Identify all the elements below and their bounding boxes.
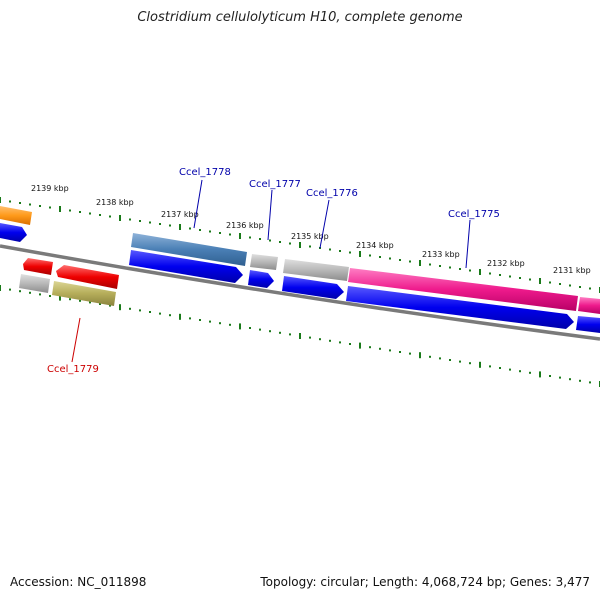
upper-scale-track [0,197,600,293]
accession-text: Accession: NC_011898 [10,575,147,589]
cds-arrow[interactable] [346,286,574,329]
scale-label: 2134 kbp [356,241,394,250]
gene-feature-olive[interactable] [52,281,116,306]
gene-label-ccel-1779[interactable]: Ccel_1779 [47,364,99,375]
gene-feature-red[interactable] [23,258,53,275]
gene-feature-red[interactable] [56,265,119,289]
gene-feature-gray[interactable] [19,274,50,293]
gene-label-ccel-1776[interactable]: Ccel_1776 [306,188,358,199]
feature-ring [0,206,600,314]
map-title: Clostridium cellulolyticum H10, complete… [137,10,463,25]
scale-label: 2136 kbp [226,221,264,230]
gene-feature-gray[interactable] [283,259,349,281]
gene-label-ccel-1775[interactable]: Ccel_1775 [448,209,500,220]
lower-scale-track [0,285,600,387]
gene-feature-steelblue[interactable] [131,233,247,266]
scale-label: 2133 kbp [422,250,460,259]
gene-feature-pink[interactable] [578,297,600,314]
cds-arrow[interactable] [0,223,27,242]
gene-label-ccel-1777[interactable]: Ccel_1777 [249,179,301,190]
cds-ring [0,223,600,333]
gene-feature-gray[interactable] [250,254,278,270]
cds-arrow[interactable] [248,270,274,288]
cds-arrow[interactable] [129,250,243,283]
genome-summary-text: Topology: circular; Length: 4,068,724 bp… [260,575,590,589]
gene-feature-orange[interactable] [0,206,32,225]
cds-arrow[interactable] [576,316,600,333]
gene-feature-pink[interactable] [348,268,578,311]
scale-label: 2138 kbp [96,198,134,207]
scale-label: 2131 kbp [553,266,591,275]
scale-label: 2137 kbp [161,210,199,219]
scale-label: 2132 kbp [487,259,525,268]
label-leaders [71,179,471,363]
scale-labels: 2139 kbp 2138 kbp 2137 kbp 2136 kbp 2135… [31,184,591,275]
genome-backbone [0,244,600,341]
scale-label: 2135 kbp [291,232,329,241]
gene-label-ccel-1778[interactable]: Ccel_1778 [179,167,231,178]
gene-labels: Ccel_1778 Ccel_1777 Ccel_1776 Ccel_1775 … [47,167,500,375]
cds-arrow[interactable] [282,276,344,299]
scale-label: 2139 kbp [31,184,69,193]
